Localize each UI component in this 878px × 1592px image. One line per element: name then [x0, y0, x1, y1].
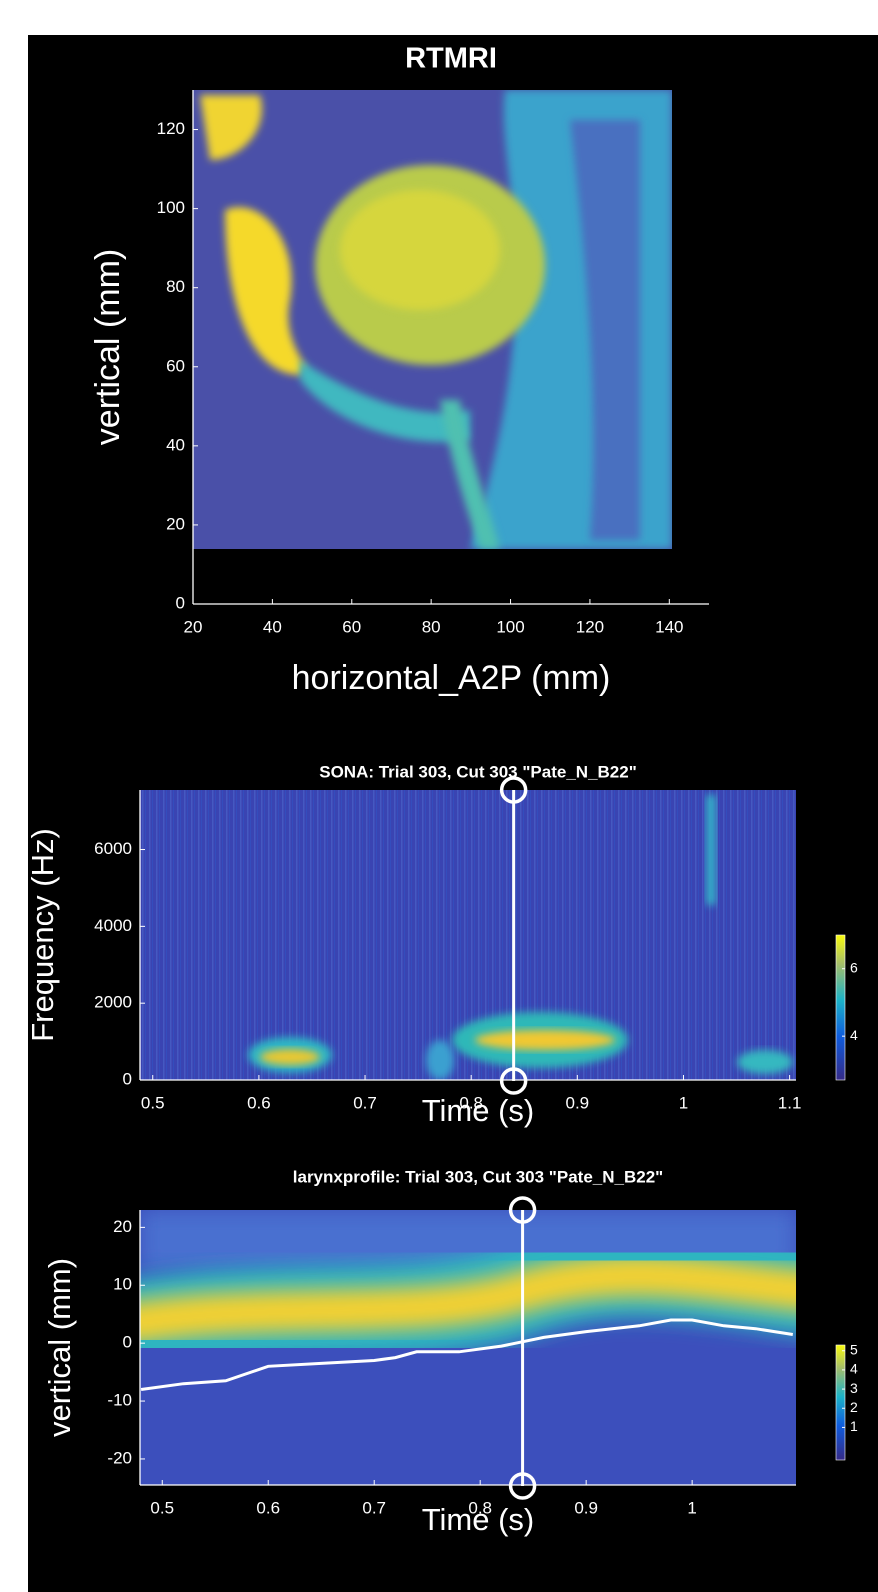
- y-axis-label: Frequency (Hz): [25, 828, 60, 1042]
- y-tick-label: 40: [166, 435, 185, 454]
- image-pad: [193, 549, 672, 604]
- y-tick-label: 20: [113, 1217, 132, 1236]
- x-tick-label: 0.8: [459, 1093, 483, 1112]
- colorbar-tick-label: 5: [850, 1341, 858, 1357]
- x-tick-label: 100: [496, 617, 524, 636]
- chart-title: SONA: Trial 303, Cut 303 "Pate_N_B22": [319, 762, 637, 781]
- colorbar-tick-label: 4: [850, 1027, 858, 1043]
- colorbar-tick-label: 4: [850, 1361, 858, 1377]
- x-tick-label: 0.9: [574, 1498, 598, 1517]
- x-tick-label: 60: [342, 617, 361, 636]
- y-axis-label: vertical (mm): [89, 249, 127, 445]
- cursor-handle: [499, 1067, 528, 1095]
- y-tick-label: 0: [123, 1069, 132, 1088]
- x-tick-label: 0.6: [247, 1093, 271, 1112]
- y-tick-label: 6000: [94, 839, 132, 858]
- x-axis-label: horizontal_A2P (mm): [292, 659, 611, 697]
- x-tick-label: 0.9: [566, 1093, 590, 1112]
- y-tick-label: 120: [157, 119, 185, 138]
- y-tick-label: 20: [166, 514, 185, 533]
- y-tick-label: 10: [113, 1275, 132, 1294]
- x-tick-label: 80: [422, 617, 441, 636]
- cursor-handle: [508, 1472, 537, 1500]
- y-axis-label: vertical (mm): [42, 1258, 77, 1437]
- cursor-handle: [508, 1196, 537, 1224]
- x-tick-label: 120: [576, 617, 604, 636]
- chart-title: larynxprofile: Trial 303, Cut 303 "Pate_…: [293, 1167, 663, 1186]
- colorbar-tick-label: 2: [850, 1399, 858, 1415]
- colorbar-tick-label: 6: [850, 959, 858, 975]
- colorbar: [835, 934, 846, 1081]
- time-cursor: [499, 776, 528, 1095]
- colorbar: [835, 1344, 846, 1461]
- chart-title: RTMRI: [405, 43, 497, 75]
- larynx-image: [140, 1210, 796, 1485]
- y-tick-label: 80: [166, 277, 185, 296]
- x-tick-label: 0.5: [141, 1093, 165, 1112]
- y-tick-label: 60: [166, 356, 185, 375]
- y-tick-label: 2000: [94, 993, 132, 1012]
- x-tick-label: 0.7: [353, 1093, 377, 1112]
- x-tick-label: 0.5: [150, 1498, 174, 1517]
- colorbar-tick-label: 3: [850, 1380, 858, 1396]
- x-tick-label: 140: [655, 617, 683, 636]
- y-tick-label: 100: [157, 198, 185, 217]
- y-tick-label: 4000: [94, 916, 132, 935]
- x-tick-label: 0.7: [362, 1498, 386, 1517]
- x-axis-label: Time (s): [422, 1502, 535, 1537]
- x-tick-label: 1: [679, 1093, 688, 1112]
- y-tick-label: 0: [123, 1333, 132, 1352]
- x-axis-label: Time (s): [422, 1093, 535, 1128]
- time-cursor: [508, 1196, 537, 1500]
- x-tick-label: 40: [263, 617, 282, 636]
- x-tick-label: 0.6: [256, 1498, 280, 1517]
- x-tick-label: 0.8: [468, 1498, 492, 1517]
- colorbar-tick-label: 1: [850, 1418, 858, 1434]
- y-tick-label: 0: [176, 593, 185, 612]
- x-tick-label: 20: [184, 617, 203, 636]
- y-tick-label: -20: [107, 1448, 132, 1467]
- spectrogram-image: [140, 790, 796, 1080]
- x-tick-label: 1.1: [778, 1093, 802, 1112]
- cursor-handle: [499, 776, 528, 804]
- x-tick-label: 1: [687, 1498, 696, 1517]
- y-tick-label: -10: [107, 1391, 132, 1410]
- mri-image: [193, 90, 672, 549]
- line-series: [140, 1318, 794, 1391]
